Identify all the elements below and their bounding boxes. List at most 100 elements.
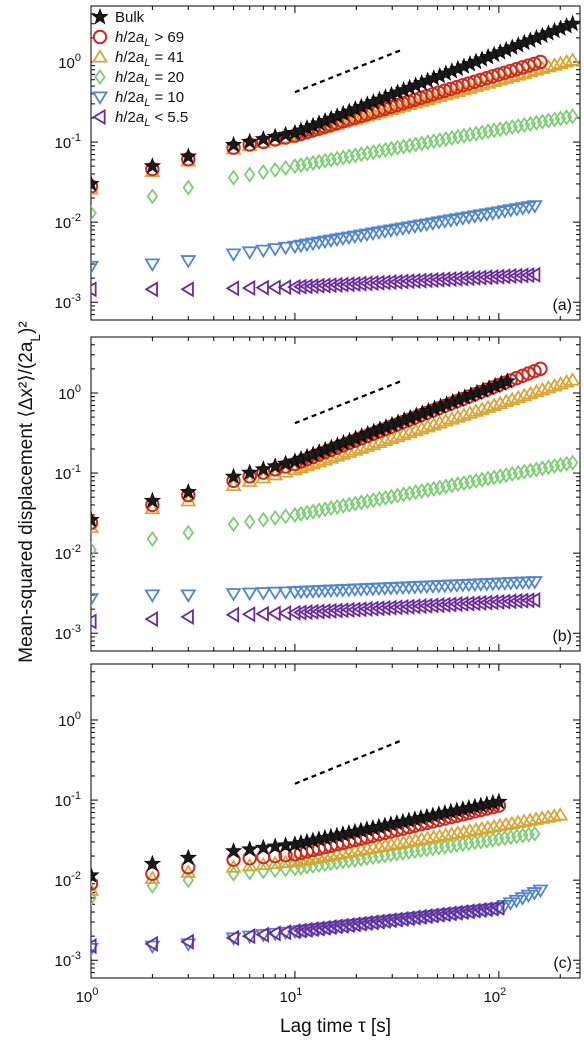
- data-point: [145, 866, 160, 882]
- data-point: [335, 845, 352, 859]
- data-point: [419, 91, 436, 106]
- data-point: [144, 258, 161, 272]
- data-point: [418, 908, 433, 925]
- data-point: [225, 477, 242, 492]
- legend-label: h/2aL > 69: [115, 29, 184, 49]
- data-point: [430, 906, 445, 923]
- data-point: [180, 255, 197, 269]
- data-point: [255, 244, 272, 259]
- data-point: [407, 94, 424, 109]
- y-axis-label: Mean-squared displacement ⟨Δx²⟩/(2aL)²: [16, 321, 43, 662]
- data-point: [431, 828, 448, 842]
- data-point: [383, 836, 400, 851]
- data-point: [243, 166, 256, 183]
- data-point: [182, 872, 195, 889]
- data-point: [316, 603, 331, 620]
- data-point: [472, 901, 487, 919]
- data-point: [277, 241, 294, 256]
- data-point: [436, 906, 451, 923]
- data-point: [371, 838, 388, 853]
- data-point: [91, 510, 100, 528]
- data-point: [460, 270, 475, 287]
- y-tick-label: 100: [58, 710, 81, 730]
- legend-item-h55: h/2aL < 5.5: [92, 108, 188, 129]
- data-point: [277, 854, 294, 869]
- y-tick-label: 10-3: [55, 623, 81, 643]
- data-point: [419, 830, 436, 844]
- data-point: [279, 159, 292, 176]
- data-point: [558, 374, 575, 388]
- x-tick-label: 101: [280, 986, 303, 1006]
- legend-label: Bulk: [115, 9, 145, 26]
- legend-marker-star: [91, 7, 109, 25]
- data-point: [472, 269, 487, 286]
- data-point: [304, 603, 319, 620]
- data-point: [401, 96, 418, 111]
- data-point: [526, 200, 543, 214]
- data-point: [143, 854, 162, 872]
- data-point: [425, 416, 442, 431]
- data-point: [508, 592, 523, 610]
- data-point: [91, 938, 97, 955]
- data-point: [413, 420, 430, 435]
- data-point: [528, 811, 545, 825]
- data-point: [424, 907, 439, 924]
- y-tick-label: 10-3: [55, 950, 81, 970]
- data-point: [224, 842, 243, 859]
- data-point: [388, 273, 403, 290]
- data-point: [377, 837, 394, 852]
- data-point: [552, 55, 569, 70]
- data-point: [370, 274, 385, 291]
- reference-slope-line: [294, 739, 402, 785]
- data-point: [227, 169, 240, 186]
- data-point: [389, 99, 406, 114]
- series-h20: [91, 454, 579, 558]
- data-point: [413, 831, 430, 845]
- data-point: [430, 597, 445, 614]
- data-point: [412, 272, 427, 289]
- data-point: [144, 935, 158, 952]
- data-point: [182, 524, 195, 541]
- data-point: [91, 593, 100, 607]
- data-point: [552, 807, 569, 821]
- data-point: [454, 903, 469, 921]
- data-point: [254, 460, 272, 477]
- data-point: [382, 912, 397, 929]
- panel-b: 10-3 10-2 10-1 100 (b): [55, 336, 581, 652]
- data-point: [467, 821, 484, 836]
- data-point: [310, 603, 325, 620]
- legend-item-h69: h/2aL > 69: [92, 29, 184, 49]
- data-point: [473, 820, 490, 835]
- data-point: [546, 57, 563, 71]
- data-point: [359, 438, 376, 452]
- data-point: [490, 593, 505, 611]
- data-point: [498, 372, 516, 389]
- legend-label: h/2aL < 5.5: [115, 109, 188, 129]
- data-point: [528, 383, 545, 398]
- data-point: [286, 853, 304, 868]
- data-point: [490, 792, 508, 810]
- data-point: [365, 839, 382, 854]
- data-point: [412, 908, 427, 925]
- data-point: [400, 273, 415, 290]
- data-point: [388, 599, 403, 616]
- data-point: [515, 813, 533, 827]
- data-point: [534, 810, 551, 824]
- series-h41: [91, 807, 569, 896]
- data-point: [425, 829, 442, 843]
- data-point: [424, 271, 439, 289]
- data-point: [484, 268, 499, 286]
- y-tick-label: 100: [58, 383, 81, 403]
- legend-item-bulk: Bulk: [91, 7, 145, 26]
- x-tick-label: 100: [76, 986, 99, 1006]
- data-point: [298, 921, 313, 938]
- data-point: [328, 276, 343, 293]
- data-point: [406, 909, 421, 926]
- data-point: [255, 587, 272, 601]
- data-point: [304, 921, 319, 938]
- y-tick-label: 10-1: [55, 132, 81, 152]
- data-point: [179, 482, 197, 500]
- data-point: [180, 933, 194, 950]
- data-point: [322, 602, 337, 619]
